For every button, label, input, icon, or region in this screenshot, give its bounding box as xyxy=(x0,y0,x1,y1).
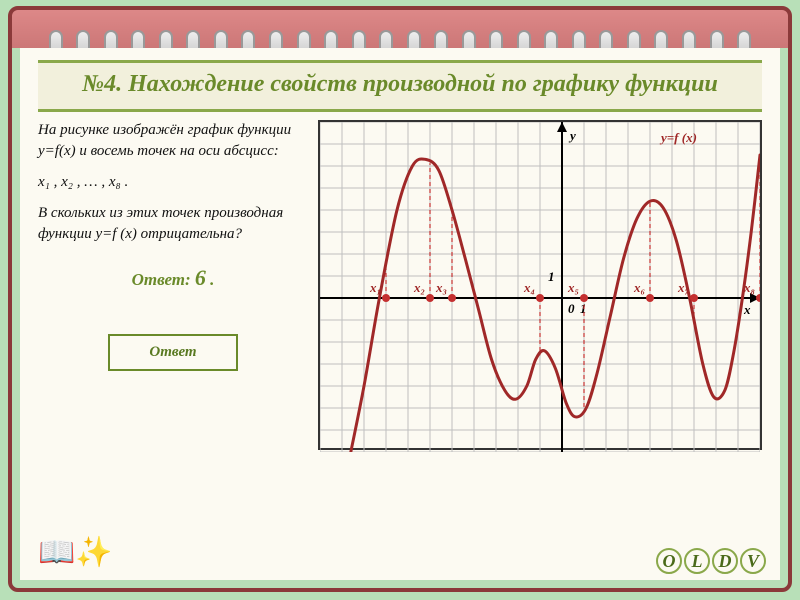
svg-text:y=f (x): y=f (x) xyxy=(659,130,697,145)
svg-text:x₅: x₅ xyxy=(567,280,579,295)
problem-p1a: На рисунке изображён график функции y=f(… xyxy=(38,120,308,162)
svg-text:x₄: x₄ xyxy=(523,280,535,295)
svg-text:x₈: x₈ xyxy=(743,280,755,295)
nav-btn-o[interactable]: O xyxy=(656,548,682,574)
answer-button[interactable]: Ответ xyxy=(108,334,238,371)
title-band: №4. Нахождение свойств производной по гр… xyxy=(38,60,762,112)
svg-text:y: y xyxy=(568,128,576,143)
function-chart: 101yxy=f (x)x₁x₂x₃x₄x₅x₆x₇x₈ xyxy=(318,120,762,450)
problem-text: На рисунке изображён график функции y=f(… xyxy=(38,120,308,450)
page: №4. Нахождение свойств производной по гр… xyxy=(20,48,780,580)
content-row: На рисунке изображён график функции y=f(… xyxy=(38,120,762,450)
svg-text:x: x xyxy=(743,302,751,317)
svg-text:1: 1 xyxy=(548,269,555,284)
page-title: №4. Нахождение свойств производной по гр… xyxy=(46,69,754,99)
svg-text:x₃: x₃ xyxy=(435,280,447,295)
slide-frame: №4. Нахождение свойств производной по гр… xyxy=(8,6,792,592)
nav-btn-d[interactable]: D xyxy=(712,548,738,574)
answer-value: 6 xyxy=(195,265,206,290)
spiral-binding xyxy=(12,10,788,48)
answer-line: Ответ: 6 . xyxy=(38,263,308,294)
answer-label: Ответ: xyxy=(132,270,195,289)
problem-p1b: x₁ , x₂ , … , x₈ . xyxy=(38,172,308,193)
nav-btn-l[interactable]: L xyxy=(684,548,710,574)
svg-text:x₁: x₁ xyxy=(369,280,381,295)
book-decoration-icon: 📖✨ xyxy=(38,535,113,570)
svg-text:0: 0 xyxy=(568,301,575,316)
problem-p2: В скольких из этих точек производная фун… xyxy=(38,203,308,245)
answer-suffix: . xyxy=(210,270,214,289)
svg-text:x₆: x₆ xyxy=(633,280,646,295)
footer-nav: OLDV xyxy=(656,548,766,574)
nav-btn-v[interactable]: V xyxy=(740,548,766,574)
svg-text:x₇: x₇ xyxy=(677,280,690,295)
svg-text:1: 1 xyxy=(580,301,587,316)
svg-text:x₂: x₂ xyxy=(413,280,425,295)
